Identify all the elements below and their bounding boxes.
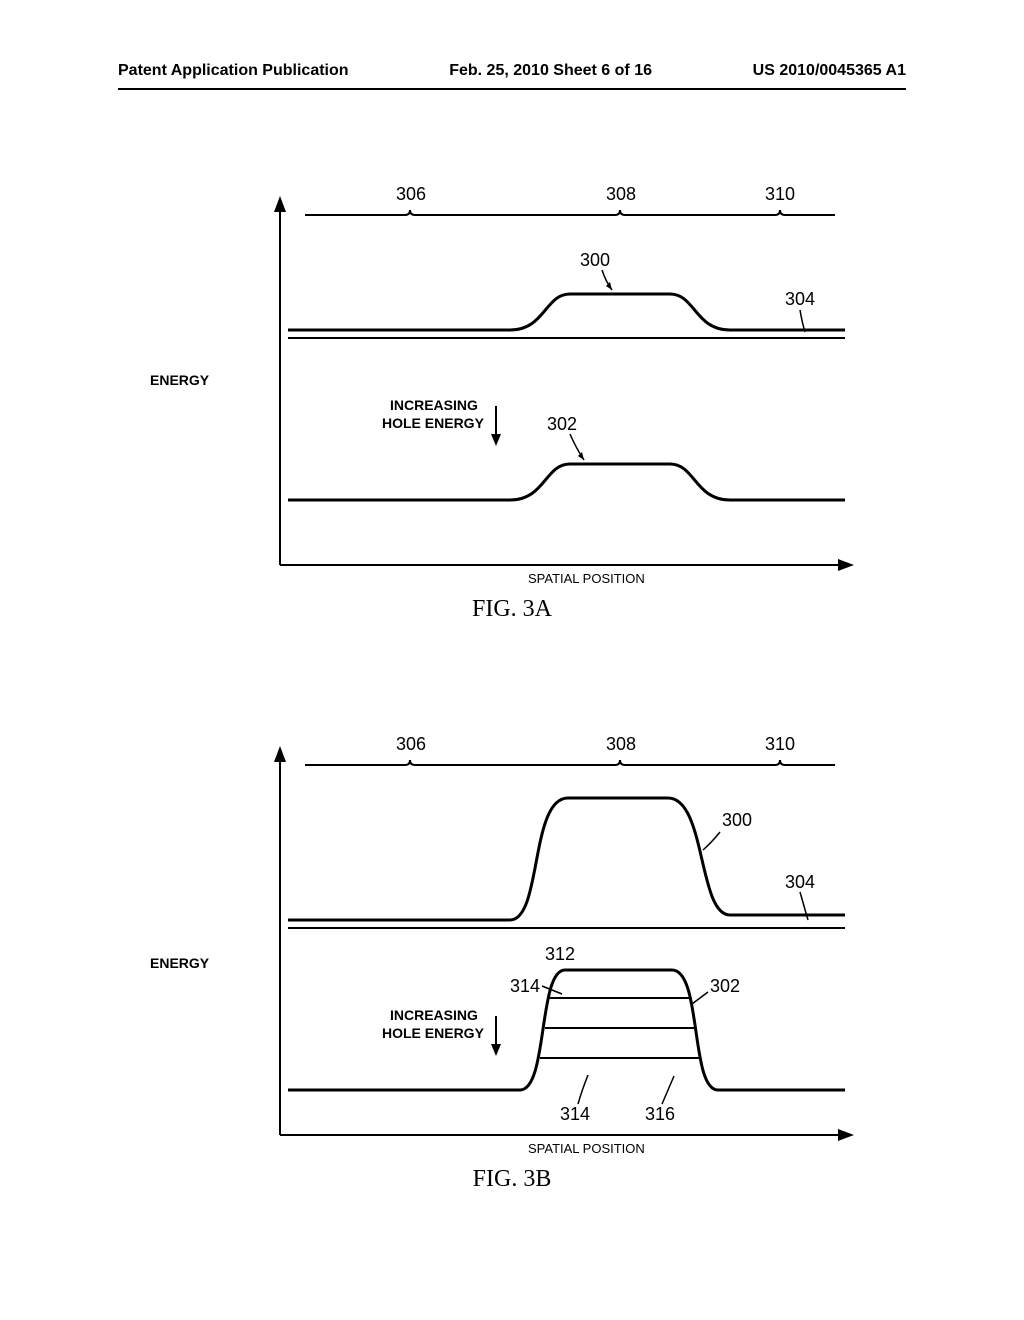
ref-304: 304 bbox=[785, 289, 815, 309]
header-center: Feb. 25, 2010 Sheet 6 of 16 bbox=[449, 62, 652, 80]
figure-3b-title: FIG. 3B bbox=[150, 1166, 874, 1193]
figure-3a: 306 308 310 300 304 302 INCREASING HOLE … bbox=[150, 170, 874, 630]
ref-316: 316 bbox=[645, 1104, 675, 1124]
figure-3a-title: FIG. 3A bbox=[150, 596, 874, 623]
header-right: US 2010/0045365 A1 bbox=[753, 62, 906, 80]
lower-band-curve bbox=[288, 464, 845, 500]
x-axis-label: SPATIAL POSITION bbox=[528, 1141, 645, 1156]
note-line1: INCREASING bbox=[390, 397, 478, 413]
upper-band-curve bbox=[288, 798, 845, 920]
header-left: Patent Application Publication bbox=[118, 62, 349, 80]
note-line2: HOLE ENERGY bbox=[382, 1025, 485, 1041]
ref-308: 308 bbox=[606, 184, 636, 204]
ref-310: 310 bbox=[765, 184, 795, 204]
lower-band-curve bbox=[288, 970, 845, 1090]
page-header: Patent Application Publication Feb. 25, … bbox=[0, 62, 1024, 80]
ref-310: 310 bbox=[765, 734, 795, 754]
y-axis-label: ENERGY bbox=[150, 372, 210, 388]
figure-3b-svg: 306 308 310 300 304 312 314 302 314 316 bbox=[150, 720, 874, 1160]
ref-306: 306 bbox=[396, 734, 426, 754]
x-axis-label: SPATIAL POSITION bbox=[528, 571, 645, 586]
ref-300: 300 bbox=[722, 810, 752, 830]
y-axis-label: ENERGY bbox=[150, 955, 210, 971]
ref-304: 304 bbox=[785, 872, 815, 892]
ref-312: 312 bbox=[545, 944, 575, 964]
ref-300: 300 bbox=[580, 250, 610, 270]
ref-314: 314 bbox=[510, 976, 540, 996]
ref-314b: 314 bbox=[560, 1104, 590, 1124]
ref-302: 302 bbox=[547, 414, 577, 434]
ref-302: 302 bbox=[710, 976, 740, 996]
note-line2: HOLE ENERGY bbox=[382, 415, 485, 431]
figure-3b: 306 308 310 300 304 312 314 302 314 316 bbox=[150, 720, 874, 1200]
ref-306: 306 bbox=[396, 184, 426, 204]
figure-3a-svg: 306 308 310 300 304 302 INCREASING HOLE … bbox=[150, 170, 874, 590]
upper-band-curve bbox=[288, 294, 845, 330]
ref-308: 308 bbox=[606, 734, 636, 754]
header-rule bbox=[118, 88, 906, 90]
note-line1: INCREASING bbox=[390, 1007, 478, 1023]
